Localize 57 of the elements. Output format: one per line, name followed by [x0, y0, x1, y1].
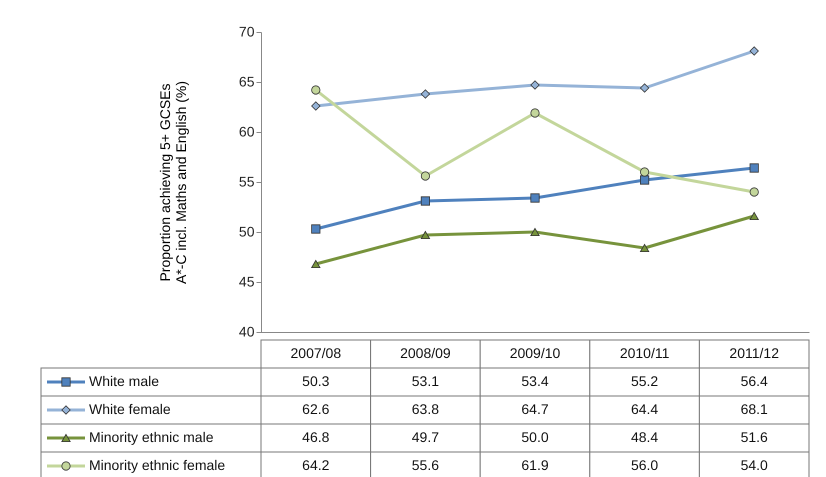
y-tick-label: 70: [238, 24, 255, 40]
data-label: 50.3: [302, 373, 330, 389]
point: [311, 85, 320, 95]
data-label: 54.0: [740, 457, 768, 473]
point: [640, 167, 650, 177]
point: [750, 212, 759, 220]
data-label: 63.8: [412, 401, 440, 417]
point: [530, 193, 540, 203]
point: [530, 80, 540, 90]
data-label: 50.0: [521, 429, 549, 445]
point: [750, 46, 759, 56]
data-label: 64.7: [521, 401, 549, 417]
point: [530, 228, 540, 236]
point: [420, 230, 430, 240]
data-label: 53.4: [521, 373, 549, 389]
point: [750, 163, 759, 173]
data-label: 61.9: [521, 457, 549, 473]
point: [420, 196, 430, 206]
point: [640, 175, 650, 185]
data-label: 55.2: [630, 373, 658, 389]
data-label: 64.2: [302, 457, 330, 473]
point: [420, 171, 430, 181]
x-tick-label: 2011/12: [729, 345, 780, 361]
data-label: 49.7: [412, 429, 440, 445]
point: [311, 101, 320, 111]
y-tick-label: 65: [238, 74, 255, 90]
y-tick-label: 50: [238, 224, 255, 240]
point: [750, 187, 759, 197]
x-tick-label: 2007/08: [290, 345, 342, 361]
x-tick-label: 2009/10: [510, 345, 561, 361]
point: [640, 244, 650, 252]
point: [420, 89, 430, 99]
point: [311, 224, 320, 234]
y-tick-label: 45: [238, 274, 255, 290]
point: [530, 108, 540, 118]
data-label: 68.1: [740, 401, 768, 417]
point: [640, 83, 650, 93]
legend-label: Minority ethnic female: [89, 457, 226, 473]
data-label: 64.4: [630, 401, 658, 417]
y-axis-title: Proportion achieving 5+ GCSEs A*-C incl. Maths and English (%): [156, 80, 189, 284]
data-label: 62.6: [302, 401, 330, 417]
point: [311, 260, 320, 268]
data-label: 56.4: [740, 373, 768, 389]
data-label: 56.0: [630, 457, 658, 473]
data-label: 55.6: [412, 457, 440, 473]
y-tick-label: 60: [238, 124, 255, 140]
x-tick-label: 2008/09: [400, 345, 451, 361]
data-label: 53.1: [412, 373, 440, 389]
x-tick-label: 2010/11: [620, 345, 670, 361]
data-label: 51.6: [740, 429, 768, 445]
data-label: 46.8: [302, 429, 330, 445]
legend-label: Minority ethnic male: [89, 429, 214, 445]
legend-label: White female: [89, 401, 171, 417]
legend-label: White male: [89, 373, 160, 389]
y-tick-label: 55: [238, 174, 255, 190]
y-tick-label: 40: [238, 324, 255, 340]
data-label: 48.4: [630, 429, 658, 445]
